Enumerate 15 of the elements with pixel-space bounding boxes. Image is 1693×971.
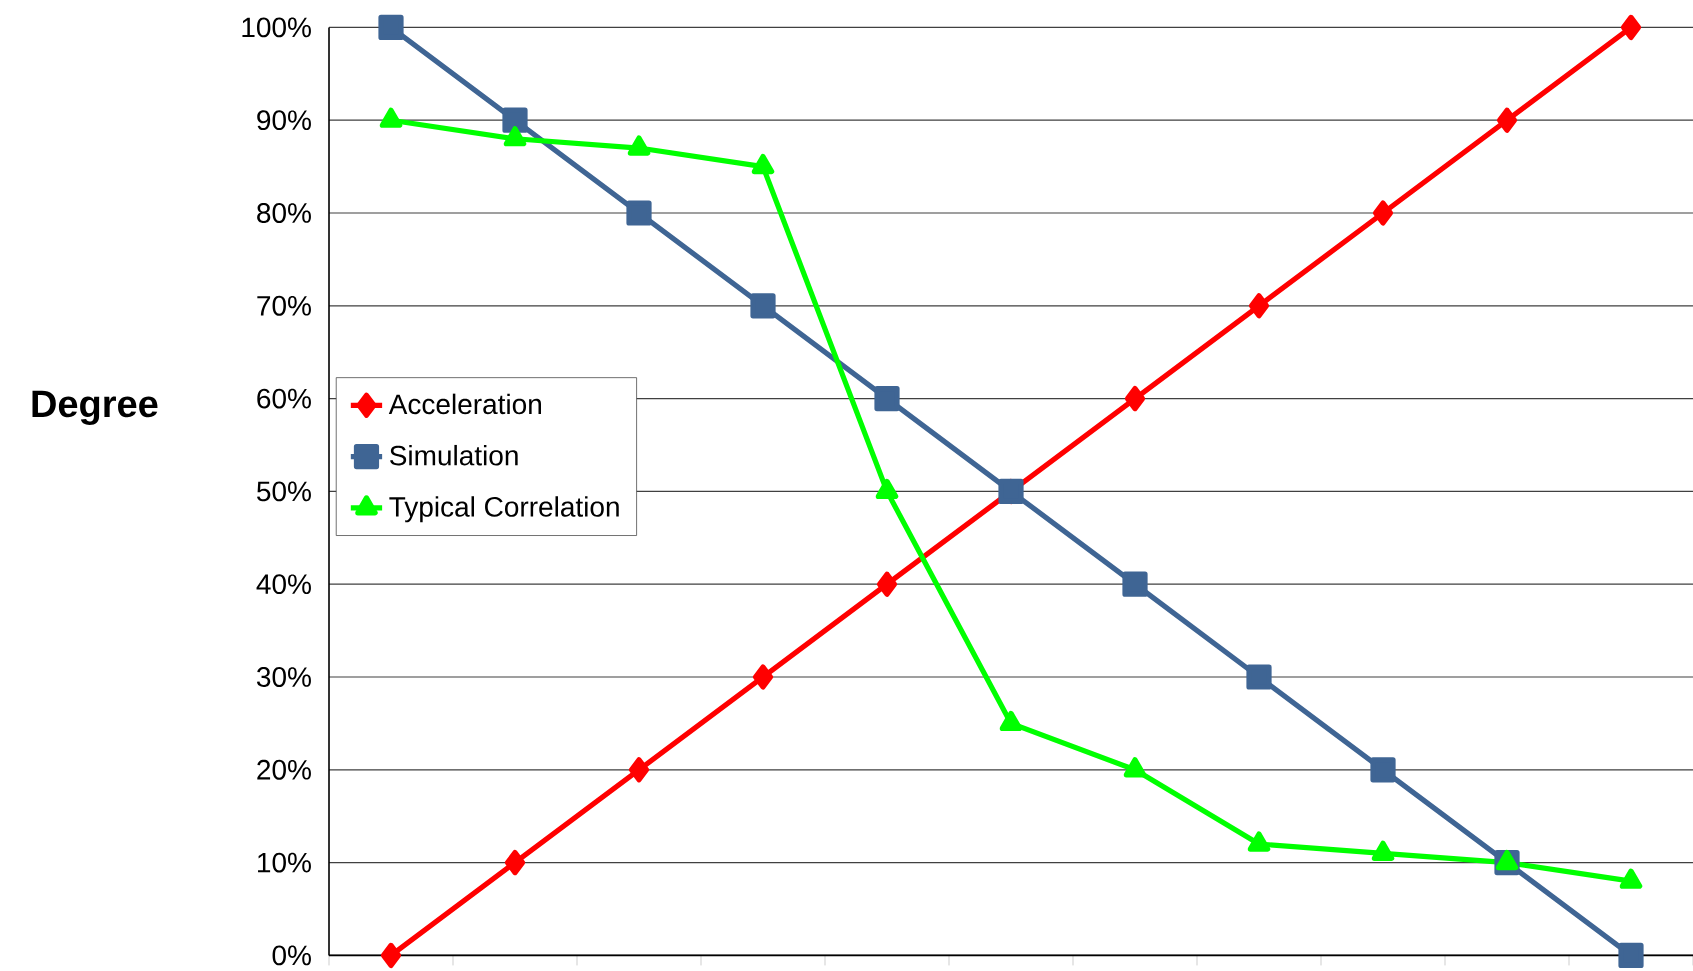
- y-tick-label: 40%: [256, 574, 311, 595]
- y-tick-label: 100%: [242, 17, 311, 38]
- y-tick-label: 70%: [257, 295, 311, 316]
- legend-label: Simulation: [390, 444, 518, 466]
- legend-label: Acceleration: [388, 393, 541, 415]
- y-tick-label: 50%: [257, 481, 311, 502]
- y-axis-title: Degree: [32, 390, 158, 425]
- y-tick-label: 60%: [257, 388, 311, 409]
- y-tick-label: 20%: [257, 759, 311, 780]
- y-tick-label: 10%: [258, 852, 311, 873]
- y-tick-label: 30%: [256, 667, 311, 687]
- y-tick-label: 90%: [257, 110, 311, 131]
- y-tick-label: 80%: [257, 203, 311, 223]
- legend-label: Typical Correlation: [389, 496, 619, 523]
- y-tick-label: 0%: [272, 945, 311, 966]
